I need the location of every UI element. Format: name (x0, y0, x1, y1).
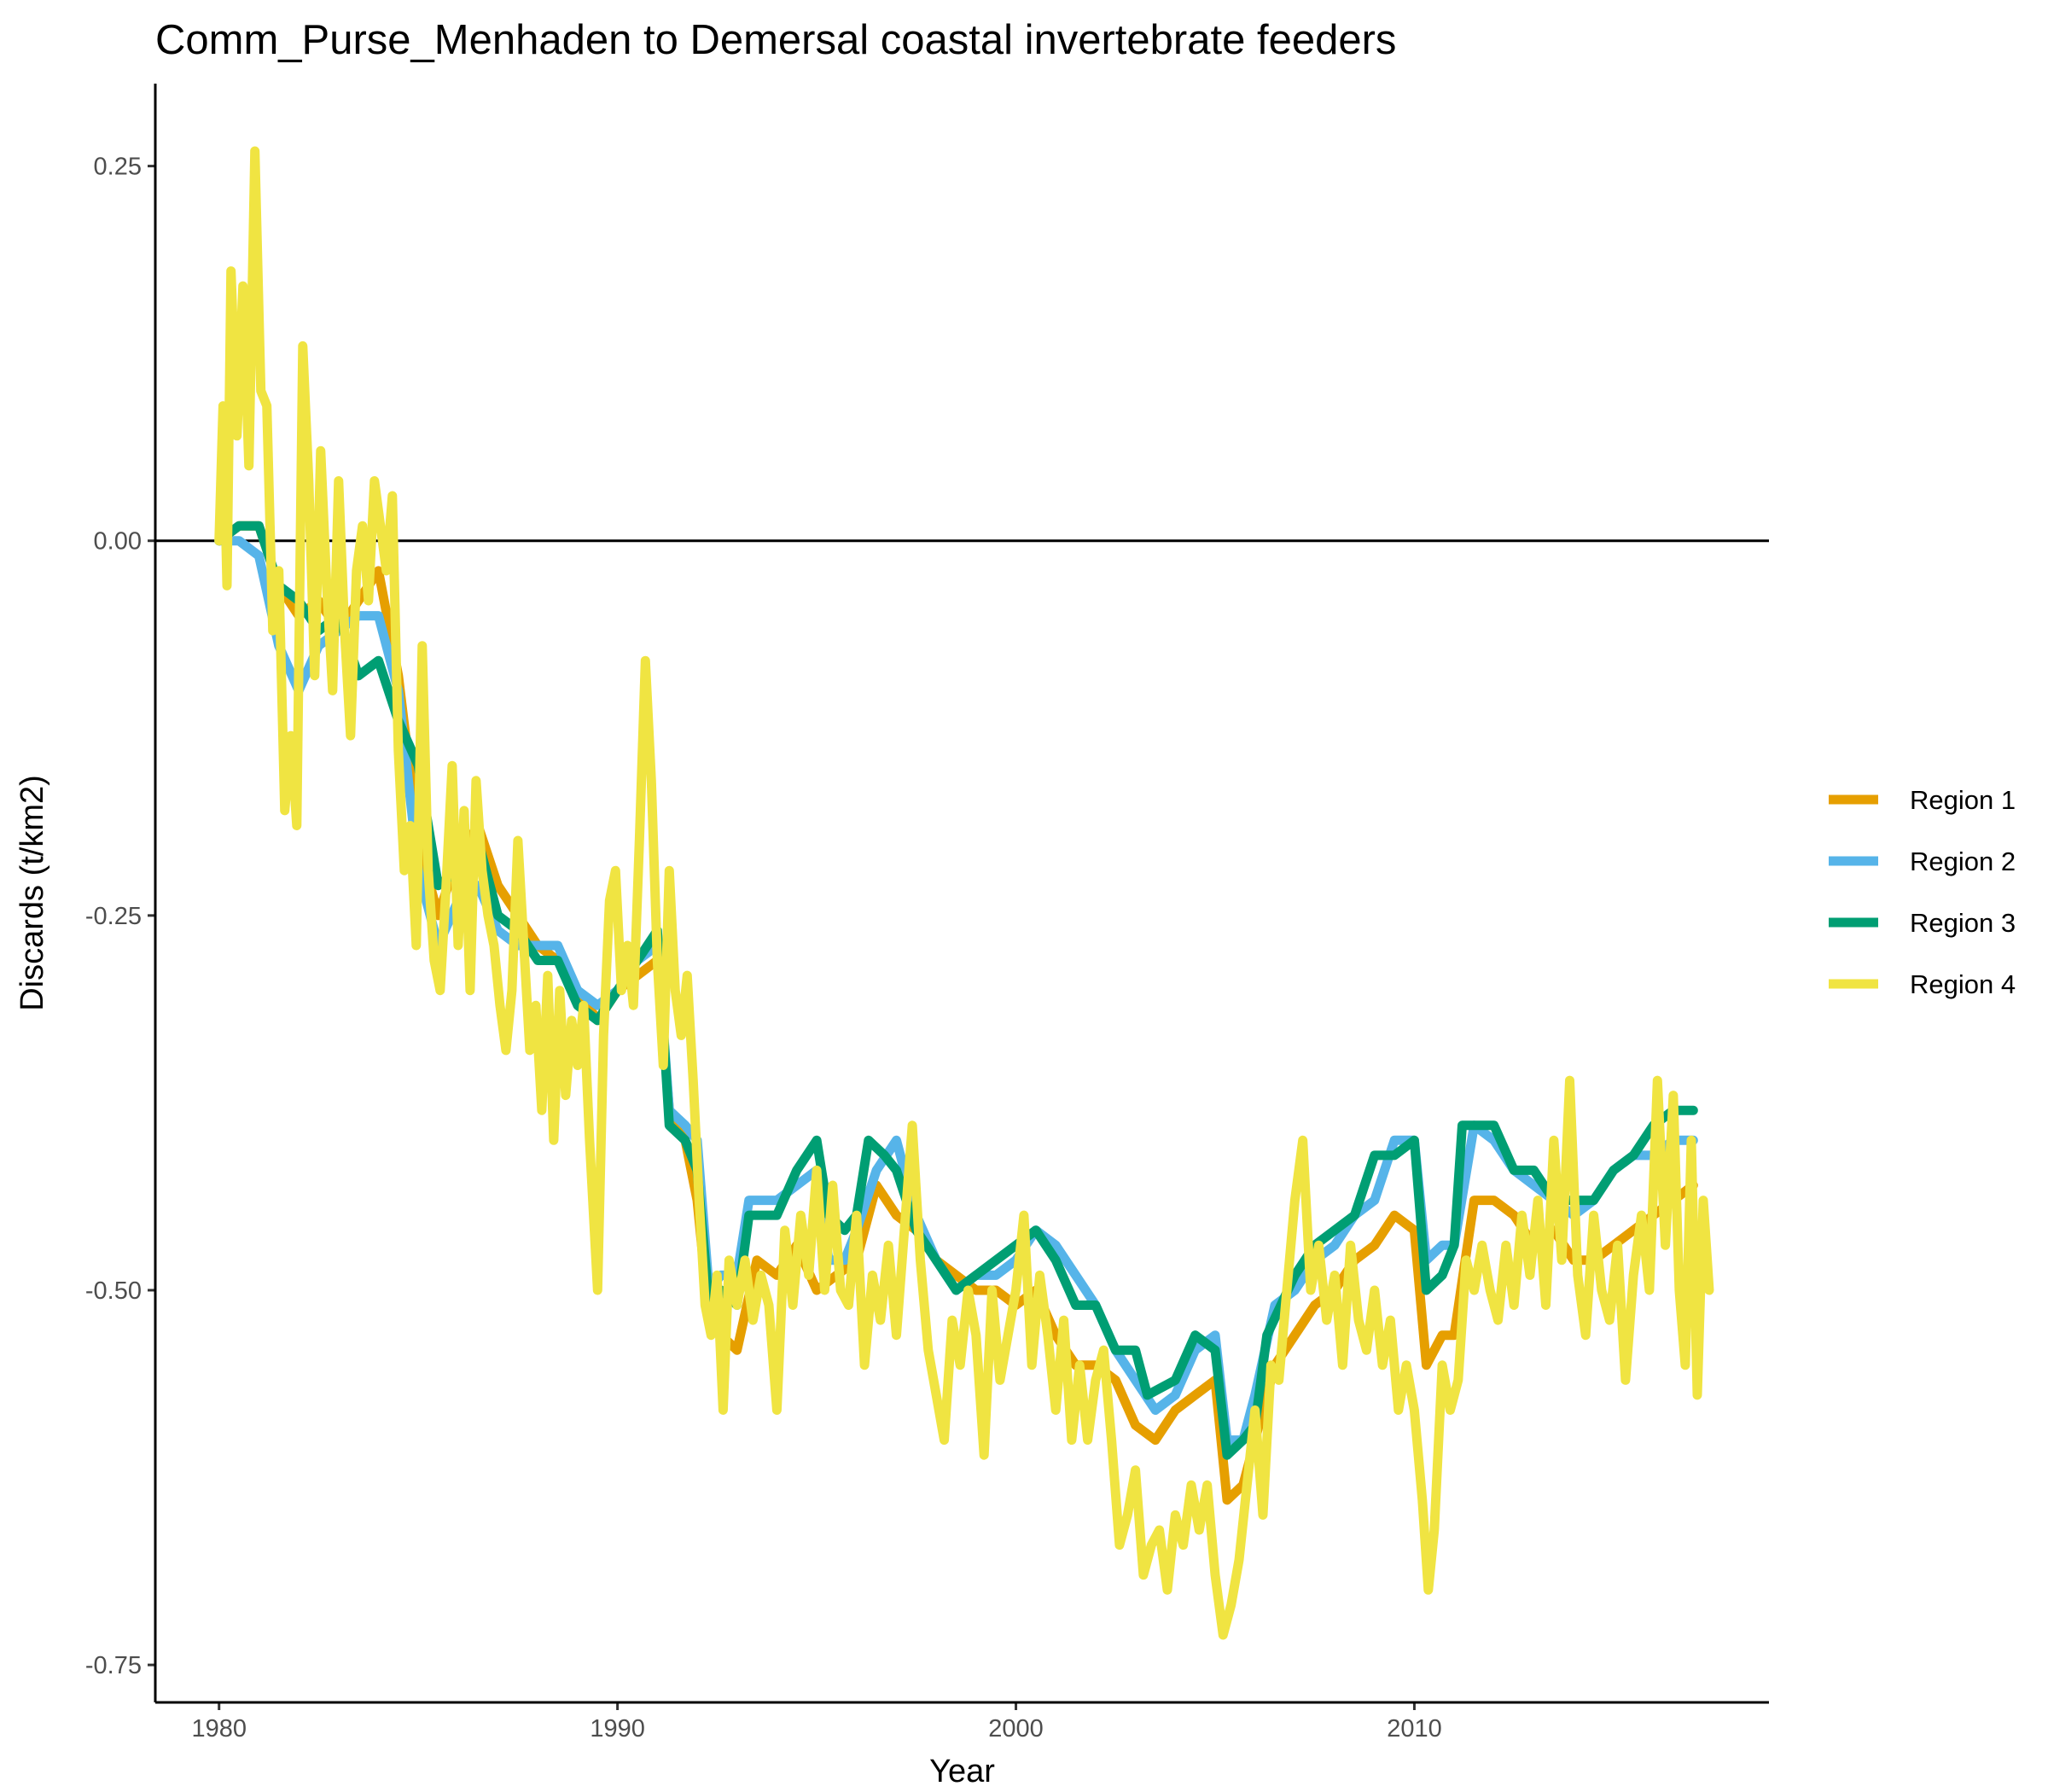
legend-label-region-1: Region 1 (1910, 785, 2016, 815)
y-tick-label: -0.25 (85, 903, 142, 930)
x-tick-label: 2000 (988, 1715, 1044, 1743)
chart-title: Comm_Purse_Menhaden to Demersal coastal … (155, 17, 1396, 63)
y-tick-label: -0.50 (85, 1277, 142, 1305)
legend: Region 1 Region 2 Region 3 Region 4 (1829, 785, 2016, 999)
legend-label-region-3: Region 3 (1910, 908, 2016, 938)
y-axis: 0.25 0.00 -0.25 -0.50 -0.75 (85, 154, 155, 1679)
series-line-region-4 (214, 146, 1714, 1640)
y-axis-title: Discards (t/km2) (15, 775, 50, 1011)
x-axis: 1980 1990 2000 2010 (191, 1702, 1442, 1743)
legend-label-region-2: Region 2 (1910, 847, 2016, 876)
x-axis-title: Year (929, 1754, 995, 1789)
x-tick-label: 1980 (191, 1715, 247, 1743)
legend-label-region-4: Region 4 (1910, 969, 2016, 999)
x-tick-label: 1990 (590, 1715, 645, 1743)
y-tick-label: 0.00 (94, 528, 142, 556)
y-tick-label: -0.75 (85, 1652, 142, 1679)
series-lines (214, 146, 1714, 1640)
x-tick-label: 2010 (1387, 1715, 1442, 1743)
y-tick-label: 0.25 (94, 154, 142, 181)
